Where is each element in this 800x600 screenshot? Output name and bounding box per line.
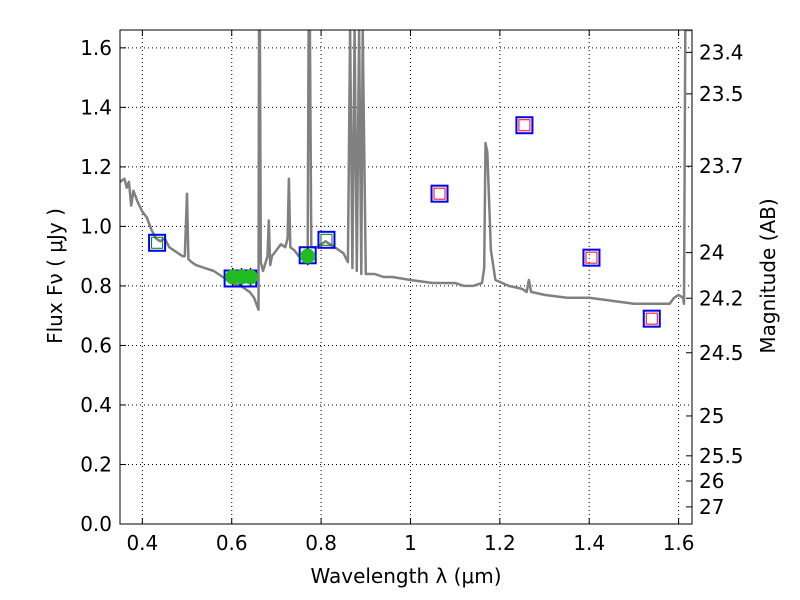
y-tick-label: 1.2 [80,155,112,179]
y-tick-label: 0.6 [80,333,112,357]
x-tick-label: 1.6 [663,531,695,555]
y-tick-label: 0.2 [80,452,112,476]
x-tick-label: 1 [404,531,417,555]
x-tick-label: 1.2 [484,531,516,555]
y2-axis-title: Magnitude (AB) [756,198,780,353]
y2-tick-label: 26 [699,469,724,493]
x-tick-label: 0.4 [126,531,158,555]
photometry-point-green-box [148,233,167,252]
y-tick-label: 0.4 [80,393,112,417]
x-tick-label: 0.6 [216,531,248,555]
y-axis-title: Flux Fν ( μJy ) [43,208,67,344]
x-tick-label: 0.8 [305,531,337,555]
x-axis: 0.4 0.6 0.8 1 1.2 1.4 1.6 [126,30,695,555]
y-tick-label: 1.6 [80,36,112,60]
photometry-point-red-box [430,184,449,203]
photometry-point-red-inner [518,119,531,132]
x-tick-label: 1.4 [573,531,605,555]
y2-tick-label: 25 [699,404,724,428]
y-tick-label: 1.0 [80,214,112,238]
y-tick-label: 0.0 [80,512,112,536]
grism-point [242,269,258,285]
y2-tick-label: 23.4 [699,40,744,64]
y2-tick-label: 24.2 [699,286,744,310]
y-tick-label: 0.8 [80,274,112,298]
plot-frame [119,29,693,525]
photometry-point-green-inner [151,236,164,249]
photometry-point-red-inner [433,187,446,200]
axes-frame [119,29,693,525]
y-tick-label: 1.4 [80,95,112,119]
y2-tick-label: 24 [699,241,724,265]
y2-tick-label: 23.5 [699,82,744,106]
y2-tick-label: 24.5 [699,341,744,365]
photometry-point-green-inner [320,233,333,246]
plot-area [120,30,692,328]
photometry-point-red-box [642,309,661,328]
photometry-point-red-inner [645,312,658,325]
y2-tick-label: 27 [699,495,724,519]
y2-tick-label: 23.7 [699,154,744,178]
grism-point [300,248,316,264]
x-axis-title: Wavelength λ (μm) [310,564,501,588]
y-axis: 0.0 0.2 0.4 0.6 0.8 1.0 1.2 1.4 1.6 [80,36,126,536]
photometry-point-red-box [515,116,534,135]
model-spectrum-line [120,30,692,311]
photometry-point-red-box [582,248,601,267]
photometry-point-green-box [317,230,336,249]
photometry-point-red-inner [585,251,598,264]
y2-tick-label: 25.5 [699,444,744,468]
